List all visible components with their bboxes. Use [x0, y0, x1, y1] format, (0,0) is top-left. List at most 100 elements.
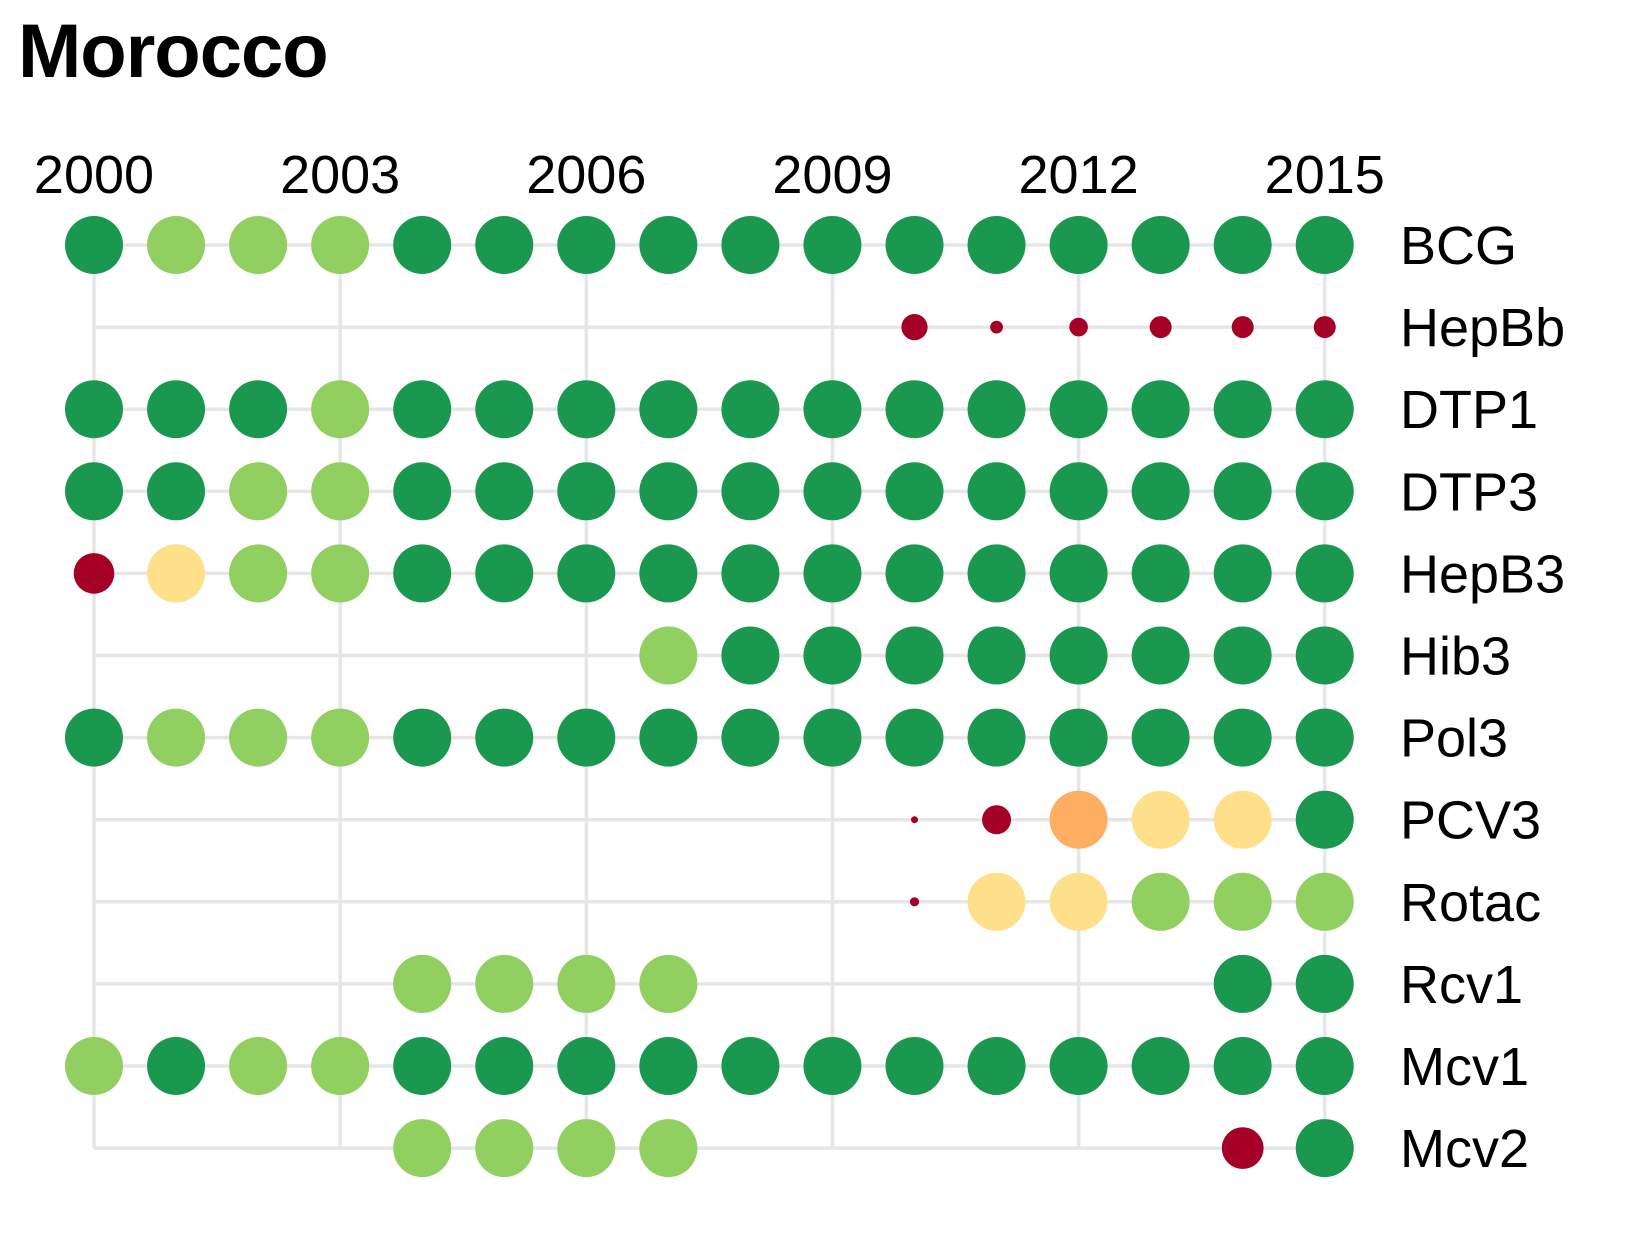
point-bcg-2008: [721, 216, 780, 274]
point-pol3-2004: [393, 708, 452, 767]
point-dtp1-2008: [721, 380, 780, 439]
point-dtp3-2008: [721, 462, 780, 521]
point-pol3-2006: [557, 708, 616, 767]
point-hib3-2008: [721, 626, 780, 685]
point-rotac-2012: [1049, 872, 1108, 931]
point-mcv2-2014: [1221, 1127, 1264, 1169]
point-hepbb-2012: [1069, 317, 1088, 337]
point-dtp1-2002: [229, 380, 288, 439]
row-label-mcv1: Mcv1: [1400, 1037, 1529, 1097]
point-pol3-2011: [967, 708, 1026, 767]
point-dtp3-2013: [1131, 462, 1190, 521]
point-pol3-2012: [1049, 708, 1108, 767]
point-mcv1-2012: [1049, 1037, 1108, 1095]
point-hepb3-2005: [475, 544, 534, 603]
point-dtp3-2002: [229, 462, 288, 521]
point-pcv3-2011: [982, 805, 1012, 835]
point-mcv1-2004: [393, 1037, 452, 1095]
point-dtp1-2005: [475, 380, 534, 439]
row-label-bcg: BCG: [1400, 216, 1517, 276]
point-bcg-2013: [1131, 216, 1190, 274]
point-dtp3-2005: [475, 462, 534, 521]
point-rcv1-2004: [393, 954, 452, 1013]
point-rcv1-2007: [639, 954, 698, 1013]
point-hib3-2007: [639, 626, 698, 685]
point-dtp3-2001: [147, 462, 206, 521]
point-pol3-2013: [1131, 708, 1190, 767]
point-dtp1-2010: [885, 380, 944, 439]
point-dtp1-2006: [557, 380, 616, 439]
point-dtp1-2003: [311, 380, 370, 439]
point-pol3-2001: [147, 708, 206, 767]
point-rotac-2011: [967, 872, 1026, 931]
row-label-rcv1: Rcv1: [1400, 955, 1523, 1015]
point-dtp3-2009: [803, 462, 862, 521]
point-pol3-2008: [721, 708, 780, 767]
point-bcg-2015: [1295, 216, 1354, 274]
point-rcv1-2006: [557, 954, 616, 1013]
point-mcv1-2009: [803, 1037, 862, 1095]
row-label-hepbb: HepBb: [1400, 298, 1565, 358]
point-dtp1-2001: [147, 380, 206, 439]
point-pol3-2009: [803, 708, 862, 767]
point-bcg-2011: [967, 216, 1026, 274]
point-hib3-2009: [803, 626, 862, 685]
x-tick-label-2006: 2006: [526, 145, 646, 205]
point-rcv1-2005: [475, 954, 534, 1013]
point-pol3-2003: [311, 708, 370, 767]
row-label-mcv2: Mcv2: [1400, 1119, 1529, 1179]
x-tick-label-2009: 2009: [772, 145, 892, 205]
point-rcv1-2014: [1213, 954, 1272, 1013]
point-hepbb-2014: [1231, 316, 1254, 339]
point-dtp3-2015: [1295, 462, 1354, 521]
point-bcg-2005: [475, 216, 534, 274]
point-bcg-2012: [1049, 216, 1108, 274]
point-pol3-2005: [475, 708, 534, 767]
point-hepbb-2013: [1149, 316, 1172, 339]
point-rotac-2013: [1131, 872, 1190, 931]
row-label-dtp3: DTP3: [1400, 462, 1538, 522]
point-pol3-2000: [65, 708, 123, 767]
point-hepb3-2014: [1213, 544, 1272, 603]
point-bcg-2004: [393, 216, 452, 274]
point-hib3-2010: [885, 626, 944, 685]
point-pol3-2014: [1213, 708, 1272, 767]
row-label-hepb3: HepB3: [1400, 544, 1565, 604]
point-hepb3-2006: [557, 544, 616, 603]
point-hepb3-2002: [229, 544, 288, 603]
point-hib3-2011: [967, 626, 1026, 685]
point-hepbb-2015: [1313, 316, 1336, 339]
point-dtp1-2012: [1049, 380, 1108, 439]
point-pcv3-2014: [1213, 790, 1272, 849]
point-hepb3-2004: [393, 544, 452, 603]
point-dtp1-2004: [393, 380, 452, 439]
point-dtp3-2014: [1213, 462, 1272, 521]
point-mcv1-2008: [721, 1037, 780, 1095]
point-hib3-2014: [1213, 626, 1272, 685]
x-tick-label-2012: 2012: [1019, 145, 1139, 205]
point-bcg-2000: [65, 216, 123, 274]
point-dtp3-2000: [65, 462, 123, 521]
point-dtp1-2015: [1295, 380, 1354, 439]
point-mcv1-2010: [885, 1037, 944, 1095]
x-tick-label-2015: 2015: [1265, 145, 1385, 205]
row-label-rotac: Rotac: [1400, 873, 1541, 933]
point-mcv1-2015: [1295, 1037, 1354, 1095]
point-mcv2-2007: [639, 1119, 698, 1178]
point-rotac-2015: [1295, 872, 1354, 931]
x-tick-label-2003: 2003: [280, 145, 400, 205]
x-axis-tick-labels: 2000 2003 2006 2009 2012 2015: [34, 145, 1385, 205]
point-dtp3-2012: [1049, 462, 1108, 521]
grid-lines: [92, 243, 1327, 1150]
point-pol3-2002: [229, 708, 288, 767]
row-label-hib3: Hib3: [1400, 627, 1511, 687]
point-dtp3-2004: [393, 462, 452, 521]
point-mcv1-2007: [639, 1037, 698, 1095]
point-dtp3-2010: [885, 462, 944, 521]
point-mcv1-2002: [229, 1037, 288, 1095]
point-hib3-2013: [1131, 626, 1190, 685]
x-tick-label-2000: 2000: [34, 145, 154, 205]
point-mcv2-2006: [557, 1119, 616, 1178]
point-rotac-2010: [909, 897, 920, 907]
